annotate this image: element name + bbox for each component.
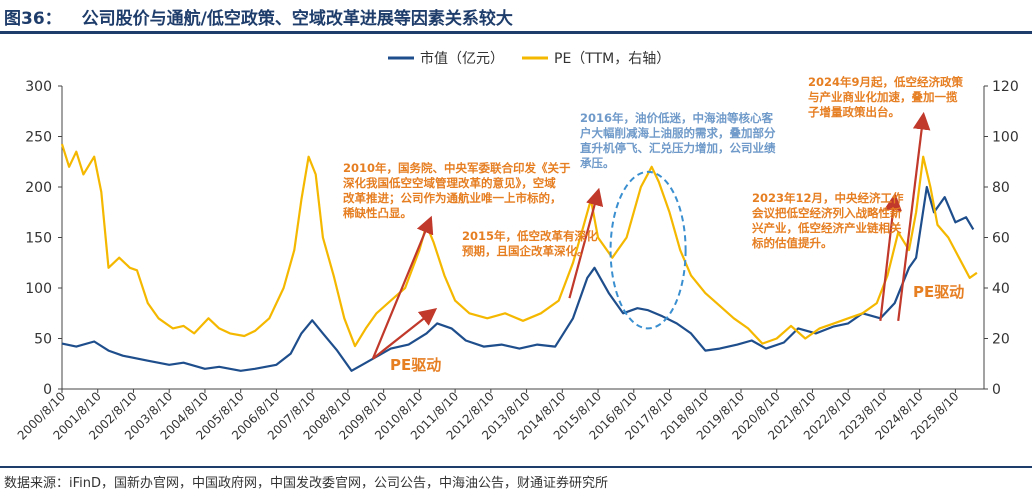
left-tick-label: 250 — [25, 130, 52, 146]
annotation-a2016-line: 户大幅削减海上油服的需求，叠加部分 — [580, 126, 776, 140]
right-tick-label: 60 — [992, 231, 1010, 247]
left-tick-label: 200 — [25, 180, 52, 196]
annotation-a2016-line: 承压。 — [579, 156, 615, 170]
chart-title: 图36： 公司股价与通航/低空政策、空域改革进展等因素关系较大 — [4, 4, 513, 29]
annotation-a2024-line: 与产业商业化加速，叠加一揽 — [808, 90, 958, 104]
arrow — [371, 215, 434, 360]
annotation-a2023-line: 2023年12月，中央经济工作 — [752, 191, 904, 205]
right-tick-label: 40 — [992, 281, 1010, 297]
annotation-a2016-line: 直升机停飞、汇兑压力增加，公司业绩 — [580, 141, 776, 155]
annotation-a2010-line: 2010年，国务院、中央军委联合印发《关于 — [343, 161, 571, 175]
figure-number: 图36： — [4, 9, 62, 29]
right-tick-label: 100 — [992, 130, 1019, 146]
highlight-ellipse — [609, 170, 687, 330]
left-tick-label: 0 — [43, 382, 52, 398]
annotation-a2010-line: 稀缺性凸显。 — [343, 206, 412, 220]
annotation-a2015-line: 2015年，低空改革有深化 — [462, 229, 598, 243]
title-rule — [0, 31, 1032, 34]
source-note: 数据来源：iFinD，国新办官网，中国政府网，中国发改委官网，公司公告，中海油公… — [4, 476, 609, 491]
callout-pe-driven: PE驱动 — [913, 283, 964, 301]
annotation-a2010-line: 改革推进；公司作为通航业唯一上市标的， — [343, 191, 562, 205]
callout-pe-driven: PE驱动 — [390, 356, 441, 374]
annotation-a2010-line: 深化我国低空空域管理改革的意见》，空域 — [343, 176, 556, 190]
left-tick-label: 300 — [25, 79, 52, 95]
annotation-a2016-line: 2016年，油价低迷，中海油等核心客 — [580, 111, 774, 125]
arrow — [879, 192, 902, 321]
annotation-a2015-line: 预期，且国企改革深化。 — [462, 244, 589, 258]
left-tick-label: 150 — [25, 231, 52, 247]
legend-label-pe: PE（TTM，右轴） — [554, 51, 670, 67]
legend-label-market-cap: 市值（亿元） — [420, 50, 504, 67]
arrow — [372, 307, 438, 360]
annotation-a2023-line: 兴产业，低空经济产业链相关 — [752, 221, 902, 235]
chart: 0501001502002503000204060801001202000/8/… — [15, 50, 1019, 443]
left-tick-label: 50 — [34, 332, 52, 348]
right-tick-label: 80 — [992, 180, 1010, 196]
arrow — [568, 187, 604, 299]
arrow — [897, 111, 931, 321]
right-tick-label: 120 — [992, 79, 1019, 95]
annotation-a2023-line: 标的估值提升。 — [751, 236, 833, 250]
right-tick-label: 0 — [992, 382, 1001, 398]
figure-title: 公司股价与通航/低空政策、空域改革进展等因素关系较大 — [81, 9, 513, 29]
series-line-market-cap — [61, 185, 975, 372]
annotation-a2023-line: 会议把低空经济列入战略性新 — [751, 206, 902, 220]
right-tick-label: 20 — [992, 332, 1010, 348]
annotation-a2024-line: 2024年9月起，低空经济政策 — [808, 75, 964, 89]
annotation-a2024-line: 子增量政策出台。 — [808, 105, 900, 119]
left-tick-label: 100 — [25, 281, 52, 297]
series-line-pe — [60, 143, 978, 348]
footer-rule — [0, 466, 1032, 468]
